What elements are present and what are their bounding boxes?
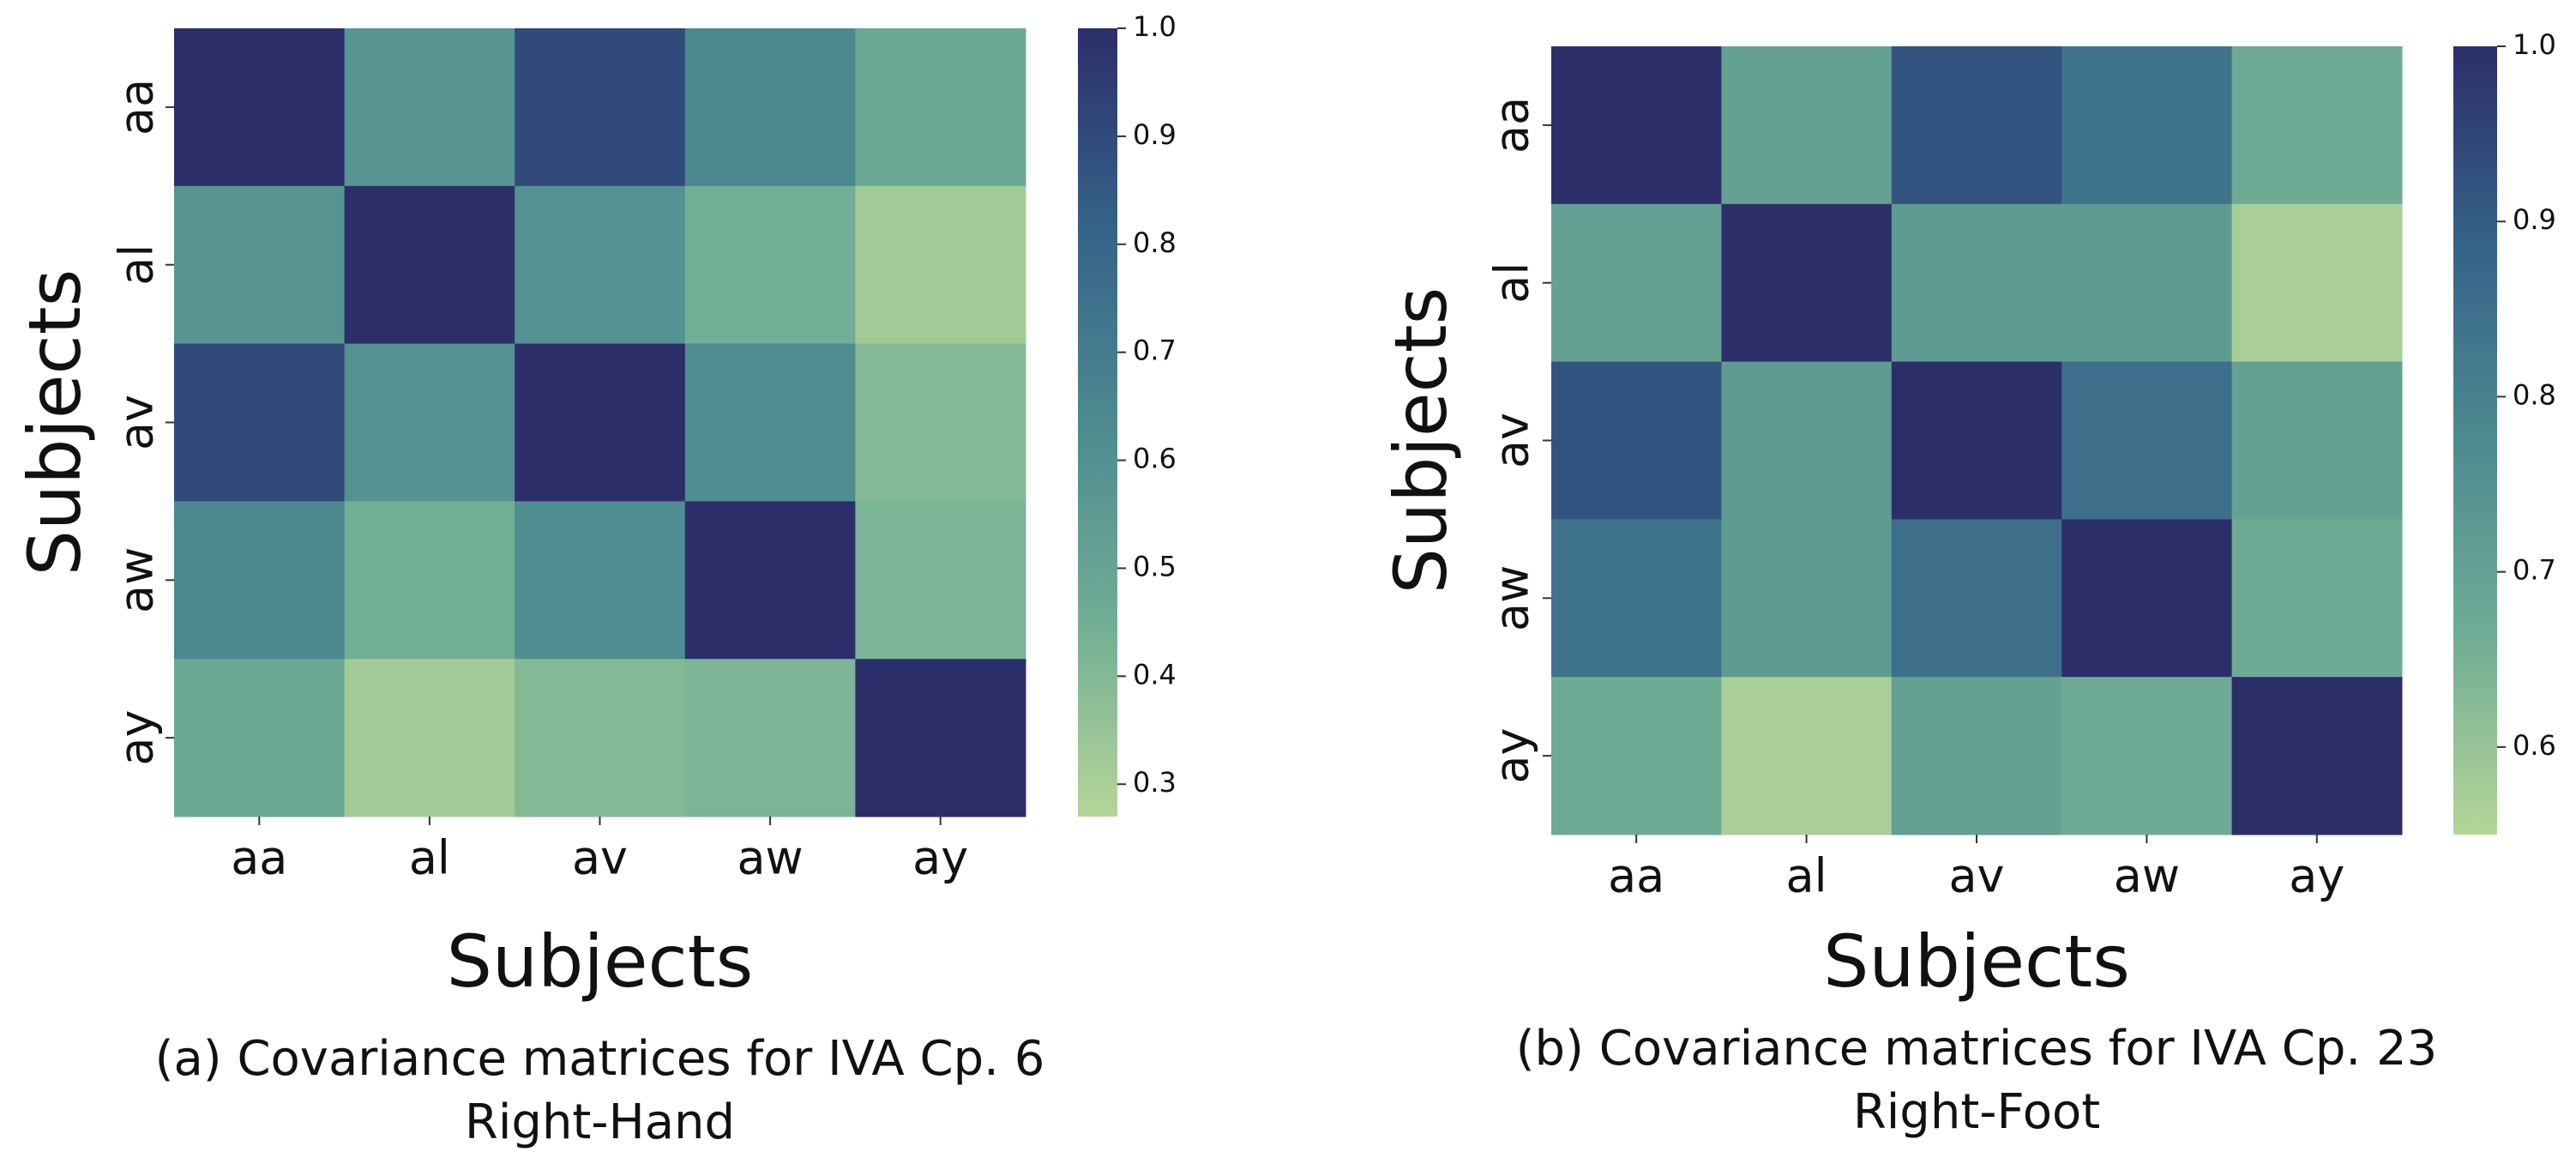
heatmap-cell	[1551, 519, 1722, 678]
colorbar-tick-label: 0.7	[1133, 335, 1177, 367]
heatmap-cell	[2231, 519, 2403, 678]
heatmap-cell	[855, 28, 1026, 187]
x-tick-label: aw	[737, 831, 803, 885]
colorbar	[1078, 28, 1117, 817]
heatmap-cell	[1721, 519, 1893, 678]
y-tick-label: aa	[110, 79, 164, 136]
y-tick-label: av	[110, 395, 164, 450]
heatmap-cell	[1551, 46, 1722, 205]
heatmap-cell	[1891, 361, 2062, 520]
heatmap-cell	[2231, 677, 2403, 835]
heatmap-cell	[515, 28, 686, 187]
y-tick-label: al	[110, 244, 164, 286]
heatmap-cell	[1721, 46, 1893, 205]
colorbar-tick-label: 0.5	[1133, 550, 1177, 582]
colorbar-tick-label: 0.9	[2513, 203, 2556, 236]
heatmap-cell	[855, 185, 1026, 345]
heatmap-cell	[344, 659, 515, 817]
caption: Right-Hand	[465, 1095, 735, 1150]
colorbar-tick-label: 0.8	[1133, 226, 1177, 259]
heatmap-cell	[855, 501, 1026, 660]
heatmap-cell	[344, 343, 515, 502]
heatmap-cell	[1891, 46, 2062, 205]
heatmap-cell	[174, 659, 346, 817]
heatmap-cell	[684, 28, 856, 187]
caption: (a) Covariance matrices for IVA Cp. 6	[155, 1031, 1045, 1087]
heatmap-cell	[684, 185, 856, 345]
x-tick-label: aa	[231, 831, 287, 885]
heatmap-cell	[2061, 46, 2233, 205]
x-tick-label: aa	[1608, 849, 1664, 903]
heatmap-cell	[1721, 203, 1893, 363]
heatmap-cell	[515, 659, 686, 817]
heatmap-cell	[174, 28, 346, 187]
heatmap-cell	[684, 501, 856, 660]
heatmap-cell	[515, 185, 686, 345]
colorbar-tick-label: 0.4	[1133, 658, 1177, 691]
heatmap-cell	[174, 185, 346, 345]
heatmap-cell	[174, 501, 346, 660]
y-axis-label: Subjects	[1379, 287, 1463, 594]
heatmap-cell	[1721, 361, 1893, 520]
heatmap-cell	[684, 659, 856, 817]
colorbar-tick-label: 0.3	[1133, 766, 1177, 799]
colorbar-tick-label: 0.6	[2513, 729, 2556, 762]
heatmap-cell	[515, 501, 686, 660]
y-tick-label: aa	[1485, 97, 1539, 154]
heatmap-cell	[684, 343, 856, 502]
x-axis-label: Subjects	[1823, 920, 2130, 1004]
colorbar-tick-label: 1.0	[2513, 28, 2556, 61]
heatmap-cell	[1891, 519, 2062, 678]
heatmap-cell	[515, 343, 686, 502]
x-tick-label: av	[572, 831, 628, 885]
heatmap-cell	[2231, 361, 2403, 520]
heatmap-cell	[2061, 677, 2233, 835]
y-tick-label: ay	[1485, 728, 1539, 784]
colorbar-tick-label: 0.8	[2513, 378, 2556, 411]
heatmap-cell	[1551, 361, 1722, 520]
x-tick-label: al	[409, 831, 450, 885]
heatmap-cell	[344, 28, 515, 187]
heatmap-cell	[174, 343, 346, 502]
y-tick-label: aw	[1485, 565, 1539, 631]
heatmap-cell	[1891, 203, 2062, 363]
y-tick-label: ay	[110, 710, 164, 766]
x-axis-label: Subjects	[447, 920, 754, 1004]
heatmap-cell	[344, 501, 515, 660]
y-tick-label: al	[1485, 262, 1539, 304]
heatmap-cell	[1721, 677, 1893, 835]
colorbar-tick-label: 0.9	[1133, 118, 1177, 151]
heatmap-cell	[1551, 677, 1722, 835]
x-tick-label: al	[1786, 849, 1827, 903]
heatmap-cell	[2061, 361, 2233, 520]
caption: Right-Foot	[1853, 1084, 2100, 1140]
heatmap-cell	[855, 659, 1026, 817]
heatmap-cell	[2231, 46, 2403, 205]
x-tick-label: aw	[2114, 849, 2180, 903]
y-tick-label: aw	[110, 547, 164, 613]
colorbar	[2453, 46, 2497, 835]
y-tick-label: av	[1485, 413, 1539, 468]
colorbar-tick-label: 1.0	[1133, 10, 1177, 43]
y-axis-label: Subjects	[13, 269, 97, 576]
heatmap-cell	[1551, 203, 1722, 363]
heatmap-cell	[2061, 519, 2233, 678]
heatmap-cell	[1891, 677, 2062, 835]
heatmap-cell	[344, 185, 515, 345]
heatmap-cell	[2231, 203, 2403, 363]
x-tick-label: av	[1948, 849, 2004, 903]
heatmap-cell	[2061, 203, 2233, 363]
heatmap-cell	[855, 343, 1026, 502]
colorbar-tick-label: 0.6	[1133, 443, 1177, 475]
colorbar-tick-label: 0.7	[2513, 554, 2556, 587]
x-tick-label: ay	[2289, 849, 2344, 903]
caption: (b) Covariance matrices for IVA Cp. 23	[1516, 1021, 2438, 1077]
x-tick-label: ay	[912, 831, 968, 885]
